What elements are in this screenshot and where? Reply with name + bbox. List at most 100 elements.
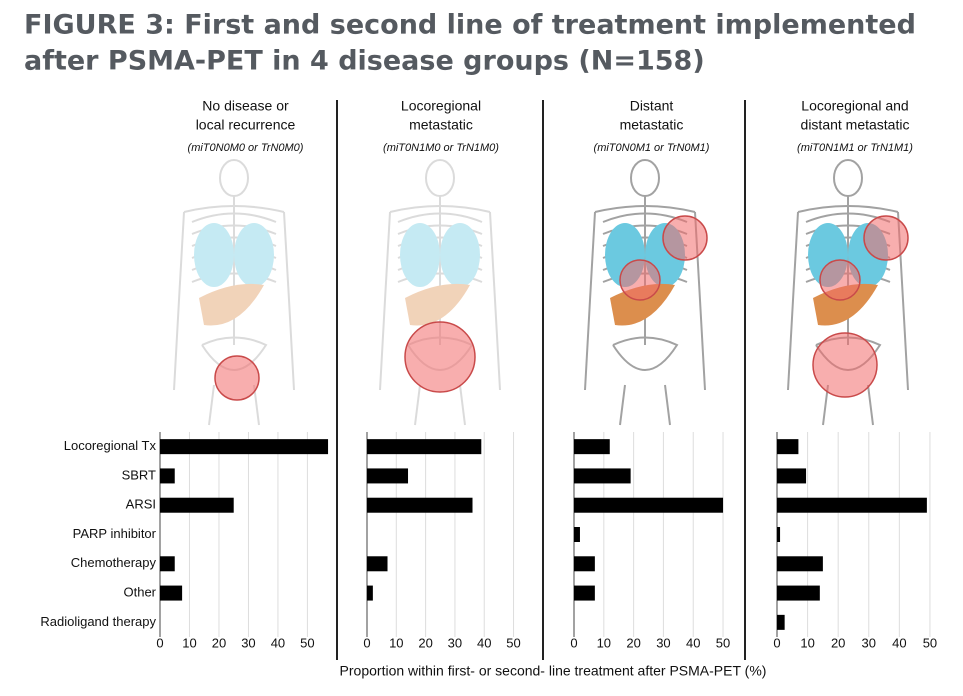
panel-title: metastatic	[620, 117, 684, 133]
category-label: ARSI	[126, 497, 156, 512]
bone	[397, 212, 483, 223]
bone	[612, 336, 679, 371]
x-tick-label: 50	[506, 635, 520, 650]
x-tick-label: 10	[182, 635, 196, 650]
category-label: SBRT	[122, 467, 156, 482]
bar	[574, 439, 610, 455]
bar	[777, 468, 807, 484]
bar	[367, 468, 409, 484]
x-tick-label: 30	[241, 635, 255, 650]
panel-title: Locoregional and	[801, 98, 908, 114]
panel-subtitle: (miT0N1M1 or TrN1M1)	[797, 142, 913, 154]
body-illustration	[379, 159, 501, 426]
panel-subtitle: (miT0N1M0 or TrN1M0)	[383, 142, 499, 154]
lung	[194, 223, 234, 287]
lesion	[812, 332, 878, 398]
liver	[405, 283, 470, 326]
x-tick-label: 20	[212, 635, 226, 650]
bone	[191, 260, 277, 271]
bar	[574, 468, 631, 484]
bone	[787, 211, 799, 391]
panel-title: distant metastatic	[801, 117, 910, 133]
bone	[191, 248, 277, 259]
panel-title: metastatic	[409, 117, 473, 133]
bone	[833, 159, 863, 197]
bar	[160, 497, 234, 513]
x-tick-label: 40	[892, 635, 906, 650]
bone	[191, 224, 277, 235]
bar	[367, 556, 388, 572]
x-tick-label: 40	[271, 635, 285, 650]
body-illustration	[173, 159, 295, 426]
x-tick-label: 0	[363, 635, 370, 650]
category-label: Locoregional Tx	[64, 438, 157, 453]
category-label: Radioligand therapy	[40, 614, 156, 629]
bone	[630, 159, 660, 197]
bone	[397, 224, 483, 235]
bone	[594, 205, 696, 213]
bone	[191, 236, 277, 247]
x-tick-label: 10	[389, 635, 403, 650]
bar	[777, 614, 785, 630]
bone	[191, 212, 277, 223]
bar	[574, 497, 724, 513]
bar	[160, 468, 175, 484]
panel-title: Locoregional	[401, 98, 481, 114]
x-tick-label: 10	[597, 635, 611, 650]
bar	[160, 439, 329, 455]
category-label: PARP inhibitor	[73, 526, 157, 541]
bone	[173, 211, 185, 391]
category-label: Other	[123, 585, 156, 600]
bone	[283, 211, 295, 391]
x-tick-label: 0	[570, 635, 577, 650]
bar	[777, 527, 781, 542]
x-tick-label: 50	[716, 635, 730, 650]
x-tick-label: 30	[656, 635, 670, 650]
title-line: after PSMA-PET in 4 disease groups (N=15…	[24, 46, 705, 77]
liver	[199, 283, 264, 326]
x-tick-label: 10	[800, 635, 814, 650]
bar	[367, 585, 373, 601]
x-tick-label: 30	[448, 635, 462, 650]
x-tick-label: 0	[773, 635, 780, 650]
x-tick-label: 20	[418, 635, 432, 650]
bar	[574, 585, 595, 601]
bar	[777, 439, 799, 455]
lung	[400, 223, 440, 287]
x-tick-label: 20	[831, 635, 845, 650]
x-axis-label: Proportion within first- or second- line…	[340, 663, 767, 679]
panel-subtitle: (miT0N0M0 or TrN0M0)	[188, 142, 304, 154]
lesion	[404, 321, 476, 393]
bone	[397, 260, 483, 271]
bar	[777, 497, 927, 513]
bone	[797, 205, 899, 213]
category-label: Chemotherapy	[71, 555, 157, 570]
x-tick-label: 20	[626, 635, 640, 650]
x-tick-label: 50	[300, 635, 314, 650]
bone	[489, 211, 501, 391]
title-line: FIGURE 3: First and second line of treat…	[24, 10, 916, 41]
bone	[397, 272, 483, 283]
lung	[234, 223, 274, 287]
panel-subtitle: (miT0N0M1 or TrN0M1)	[594, 142, 710, 154]
lesion	[619, 259, 661, 301]
bar	[574, 527, 580, 542]
bone	[619, 384, 671, 426]
lesion	[863, 215, 909, 261]
bone	[219, 159, 249, 197]
panel-title: No disease or	[202, 98, 289, 114]
bar	[367, 497, 473, 513]
bar	[777, 585, 820, 601]
bone	[584, 211, 596, 391]
x-tick-label: 30	[862, 635, 876, 650]
bar	[777, 556, 823, 572]
bar	[367, 439, 482, 455]
bar	[574, 556, 595, 572]
x-tick-label: 50	[923, 635, 937, 650]
x-tick-label: 0	[156, 635, 163, 650]
bar	[160, 556, 175, 572]
bone	[397, 248, 483, 259]
bone	[191, 272, 277, 283]
bone	[379, 211, 391, 391]
